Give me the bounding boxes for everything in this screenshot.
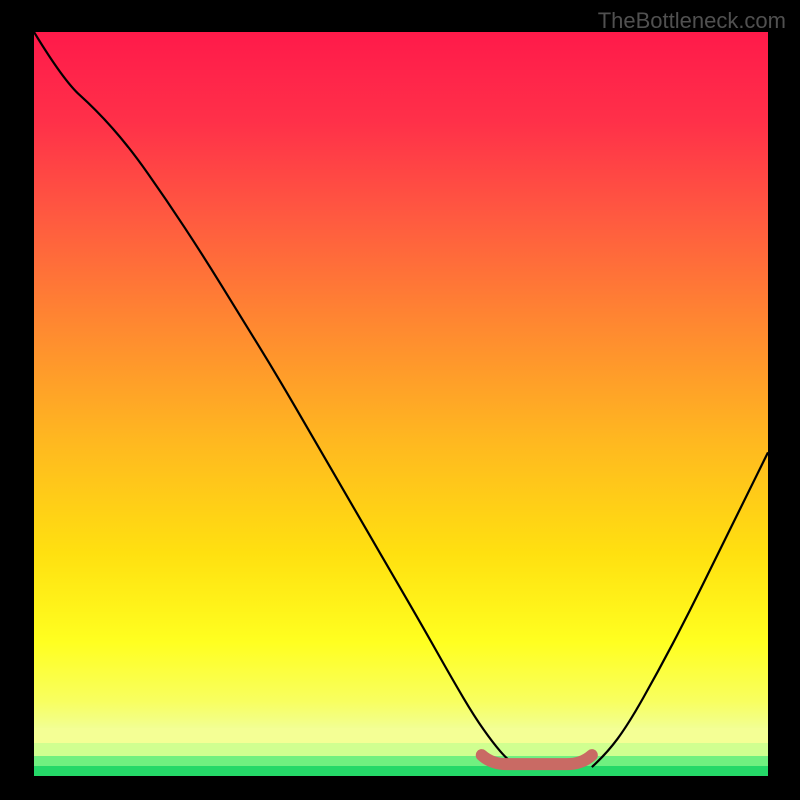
bottom-marker-line [482, 755, 592, 764]
watermark-text: TheBottleneck.com [598, 8, 786, 34]
chart-container [34, 32, 768, 776]
curve-layer [34, 32, 768, 776]
bottleneck-curve-left [34, 32, 518, 767]
bottleneck-curve-right [592, 452, 768, 767]
